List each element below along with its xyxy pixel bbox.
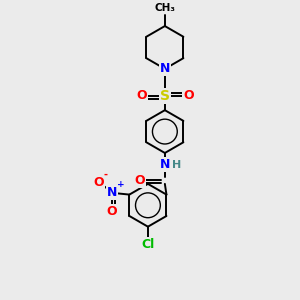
Text: S: S	[160, 89, 170, 103]
Text: H: H	[172, 160, 181, 170]
Text: Cl: Cl	[141, 238, 154, 251]
Text: O: O	[107, 205, 118, 218]
Text: N: N	[160, 62, 170, 75]
Text: -: -	[103, 169, 107, 179]
Text: CH₃: CH₃	[154, 3, 176, 13]
Text: +: +	[117, 180, 125, 190]
Text: O: O	[183, 89, 194, 102]
Text: O: O	[134, 174, 145, 187]
Text: O: O	[136, 89, 147, 102]
Text: N: N	[160, 158, 170, 171]
Text: O: O	[94, 176, 104, 189]
Text: N: N	[107, 186, 117, 199]
